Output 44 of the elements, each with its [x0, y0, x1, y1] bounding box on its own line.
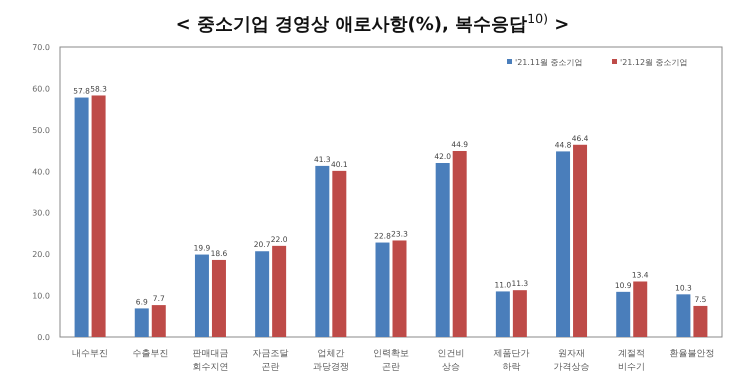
x-tick-label: 수출부진 — [132, 349, 168, 359]
y-tick-label: 70.0 — [32, 43, 50, 52]
bar — [616, 292, 630, 337]
bar — [676, 294, 690, 337]
bar — [376, 242, 390, 337]
bar — [436, 163, 450, 337]
x-tick-label: 내수부진 — [72, 349, 108, 359]
chart-title: < 중소기업 경영상 애로사항(%), 복수응답$^{10)}$ > — [176, 10, 570, 35]
legend-label: '21.11월 중소기업 — [515, 58, 583, 67]
y-tick-label: 60.0 — [32, 84, 50, 94]
bar — [152, 305, 166, 337]
bar — [693, 306, 708, 337]
x-tick-label: 인력확보 곤란 — [373, 349, 409, 372]
y-tick-label: 50.0 — [32, 126, 50, 135]
bar — [452, 150, 467, 337]
bar — [255, 251, 270, 337]
y-tick-label: 10.0 — [32, 292, 50, 301]
x-tick-label: 제품단가 하락 — [493, 349, 530, 372]
legend-label: '21.12월 중소기업 — [620, 58, 688, 67]
bar — [392, 240, 406, 337]
x-tick-label: 원자재 가격상승 — [554, 349, 590, 372]
x-tick-label: 인건비 상승 — [438, 349, 465, 372]
bar — [332, 170, 346, 337]
bar — [633, 281, 648, 337]
bar — [134, 308, 149, 337]
bar — [315, 166, 330, 337]
bar — [92, 95, 106, 337]
y-tick-label: 40.0 — [32, 167, 50, 176]
bar — [212, 260, 226, 337]
bar — [556, 151, 570, 337]
bar — [496, 291, 510, 337]
bar — [573, 144, 588, 337]
y-tick-label: 20.0 — [32, 250, 50, 260]
bar — [512, 290, 527, 337]
x-tick-label: 판매대금 회수지연 — [192, 349, 228, 372]
y-tick-label: 30.0 — [32, 208, 50, 218]
y-tick-label: 0.0 — [37, 333, 50, 342]
bar — [272, 246, 286, 337]
bar — [74, 98, 89, 337]
bar — [194, 254, 209, 337]
x-tick-label: 업체간 과당경쟁 — [312, 349, 349, 372]
x-tick-label: 자금조달 곤란 — [252, 349, 289, 372]
x-tick-label: 계절적 비수기 — [618, 349, 646, 372]
x-tick-label: 환율불안정 — [669, 349, 714, 359]
